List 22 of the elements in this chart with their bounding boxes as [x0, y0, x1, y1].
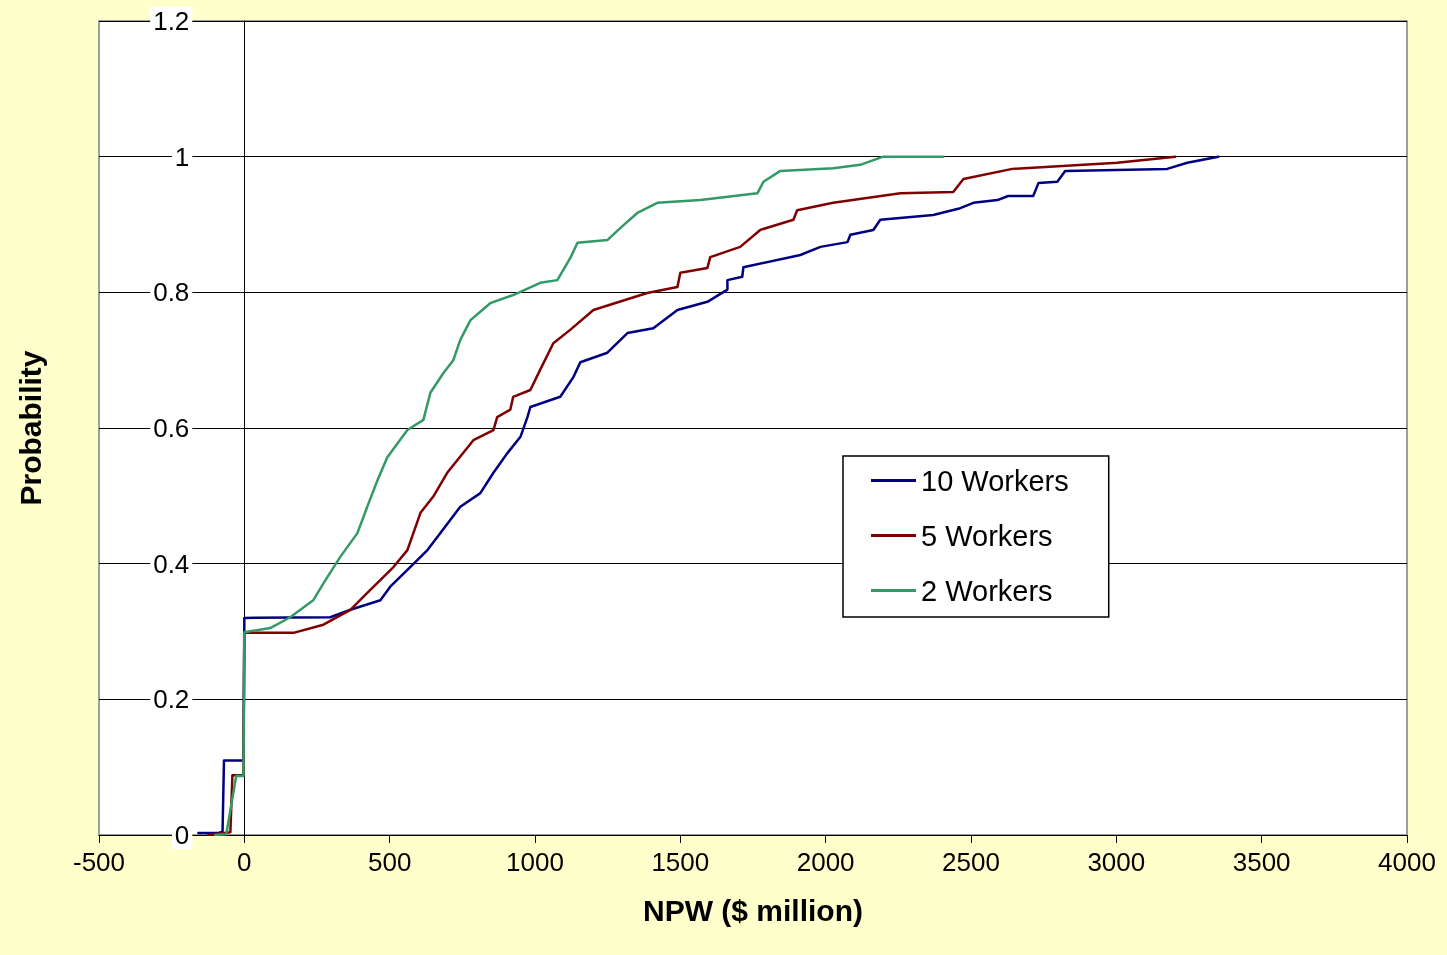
y-axis-title: Probability: [13, 350, 47, 506]
y-tick-label: 0.6: [153, 413, 190, 443]
y-tick-label: 1: [174, 141, 190, 172]
x-tick-label: 1000: [506, 847, 564, 877]
legend-label: 10 Workers: [921, 464, 1069, 497]
y-tick-label: 0.2: [153, 684, 190, 715]
legend-label: 5 Workers: [921, 519, 1053, 552]
x-tick-label: 500: [367, 847, 412, 877]
y-tick-label: 0.4: [153, 548, 190, 579]
x-axis-title: NPW ($ million): [643, 893, 863, 927]
x-tick-label: 3500: [1232, 847, 1291, 877]
y-tick-label: 1.2: [153, 6, 190, 36]
x-tick-label: -500: [72, 847, 126, 877]
x-tick-label: 1500: [651, 847, 710, 877]
x-tick-label: 2000: [796, 847, 855, 877]
legend-label: 2 Workers: [921, 574, 1053, 607]
x-tick-label: 0: [237, 847, 252, 877]
y-tick-label: 0.8: [153, 277, 190, 308]
x-tick-label: 3000: [1087, 847, 1146, 877]
x-tick-label: 4000: [1378, 847, 1436, 877]
y-tick-label: 0: [174, 820, 190, 850]
x-tick-label: 2500: [942, 847, 1000, 877]
